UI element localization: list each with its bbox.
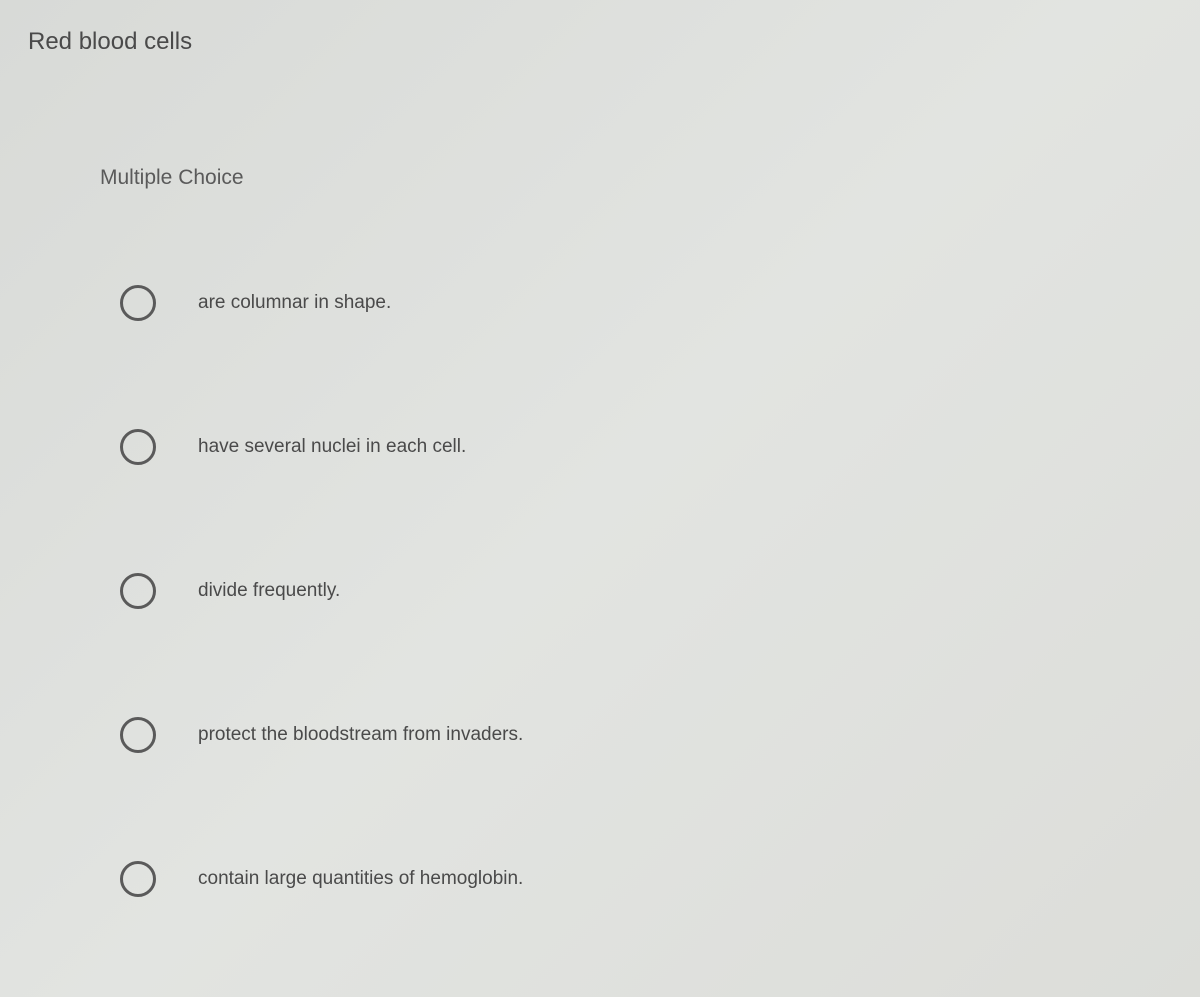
option-row[interactable]: have several nuclei in each cell.	[120, 429, 1200, 465]
question-title: Red blood cells	[0, 0, 1200, 56]
radio-button-2[interactable]	[120, 429, 156, 465]
options-container: are columnar in shape. have several nucl…	[0, 190, 1200, 897]
radio-button-3[interactable]	[120, 573, 156, 609]
option-label: protect the bloodstream from invaders.	[198, 724, 523, 746]
option-label: contain large quantities of hemoglobin.	[198, 868, 523, 890]
option-row[interactable]: contain large quantities of hemoglobin.	[120, 861, 1200, 897]
radio-button-4[interactable]	[120, 717, 156, 753]
option-row[interactable]: are columnar in shape.	[120, 285, 1200, 321]
option-label: divide frequently.	[198, 580, 340, 602]
radio-button-5[interactable]	[120, 861, 156, 897]
radio-button-1[interactable]	[120, 285, 156, 321]
option-label: have several nuclei in each cell.	[198, 436, 466, 458]
question-type-label: Multiple Choice	[0, 56, 1200, 190]
option-label: are columnar in shape.	[198, 292, 391, 314]
option-row[interactable]: divide frequently.	[120, 573, 1200, 609]
option-row[interactable]: protect the bloodstream from invaders.	[120, 717, 1200, 753]
